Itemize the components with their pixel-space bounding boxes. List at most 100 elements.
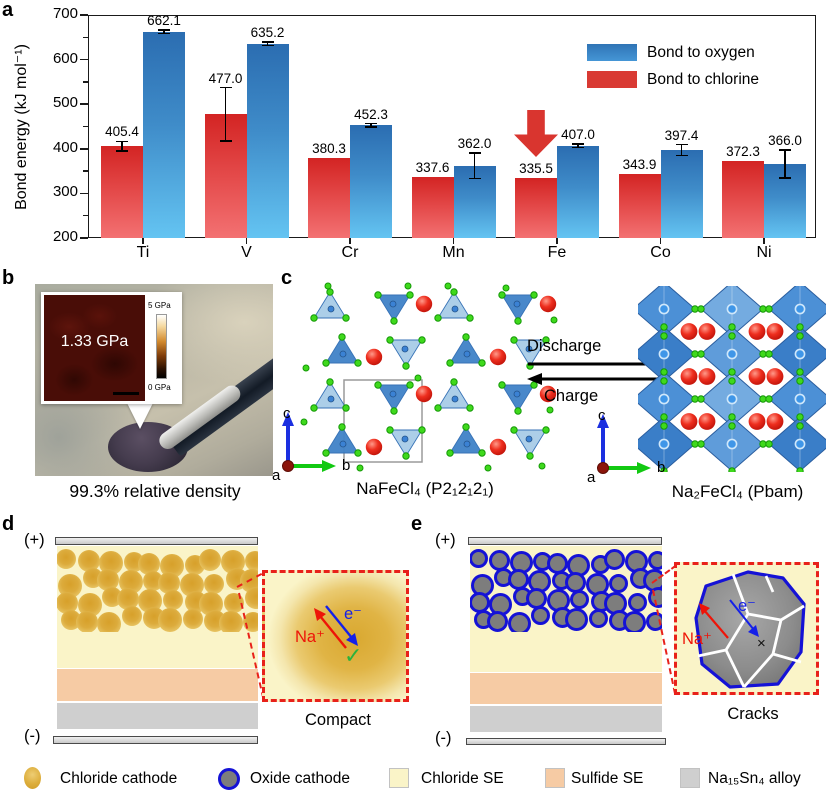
oxide-particle <box>470 549 488 568</box>
chloride-particle <box>163 590 183 610</box>
error-cap <box>675 143 688 146</box>
y-minor-tick <box>83 125 88 128</box>
error-cap <box>468 152 481 154</box>
legend-swatch-oxygen <box>587 44 637 61</box>
x-tick-label-Ni: Ni <box>756 244 772 261</box>
bar-oxygen-V <box>246 43 289 238</box>
charge-label: Charge <box>544 387 599 405</box>
oxide-particle <box>609 574 628 593</box>
error-bar <box>680 144 683 156</box>
panel-e-label: e <box>411 513 423 535</box>
bar-oxygen-Cr <box>350 125 392 238</box>
sulfide-se-layer-d <box>57 669 258 701</box>
bar-oxygen-Ti <box>143 31 185 238</box>
y-major-tick <box>80 192 88 195</box>
oxide-particle <box>507 612 531 632</box>
x-tick <box>245 238 248 244</box>
scale-bar <box>113 392 139 395</box>
nafecl4-caption: NaFeCl₄ (P2₁2₁2₁) <box>356 479 494 498</box>
error-bar <box>266 42 269 46</box>
oxide-particle <box>570 590 589 609</box>
colorbar-max-label: 5 GPa <box>148 301 171 310</box>
legend-label-chlorine: Bond to chlorine <box>647 71 760 88</box>
nafecl4-structure <box>300 282 558 472</box>
oxide-particle <box>487 611 508 632</box>
bar-oxygen-Co <box>660 149 703 238</box>
legend-label-oxygen: Bond to oxygen <box>647 44 755 61</box>
chloride-particle <box>218 611 243 632</box>
chloride-particle <box>57 549 76 569</box>
error-cap <box>116 140 128 143</box>
value-label: 343.9 <box>622 156 657 172</box>
axis-a-label-right: a <box>587 469 596 486</box>
chloride-particle <box>243 612 258 632</box>
x-tick <box>763 238 765 244</box>
bar-chlorine-Mn <box>411 176 454 238</box>
positive-electrode-label-e: (+) <box>435 531 456 549</box>
axis-indicator-right <box>597 414 651 474</box>
y-tick-label: 200 <box>52 228 78 245</box>
y-major-tick <box>80 147 88 150</box>
error-cap <box>572 143 584 145</box>
panel-d-label: d <box>2 513 15 535</box>
error-bar <box>163 30 165 34</box>
error-cap <box>219 86 232 89</box>
x-tick <box>556 238 558 244</box>
chloride-particle <box>97 569 120 591</box>
oxide-particle <box>622 611 646 632</box>
value-label: 362.0 <box>457 135 492 151</box>
na2fecl4-structure <box>638 286 826 472</box>
oxide-particle <box>531 606 550 625</box>
legend-alloy: Na₁₅Sn₄ alloy <box>708 770 801 787</box>
value-label: 335.5 <box>519 160 553 176</box>
chloride-particle <box>158 572 180 594</box>
y-major-tick <box>80 237 88 239</box>
error-cap <box>158 32 170 35</box>
error-cap <box>158 29 170 31</box>
error-bar <box>224 87 227 142</box>
legend-sulfide-se: Sulfide SE <box>571 770 644 787</box>
alloy-layer-d <box>57 703 258 729</box>
na-ion-label-e: Na⁺ <box>682 630 712 648</box>
legend-oxide-cathode: Oxide cathode <box>250 770 350 787</box>
panel-c-label: c <box>281 267 293 289</box>
discharge-label: Discharge <box>527 337 602 355</box>
chloride-particle <box>245 551 258 571</box>
current-collector-top-e <box>468 537 662 545</box>
error-cap <box>261 44 274 47</box>
y-tick-label: 600 <box>52 49 78 67</box>
error-cap <box>261 41 274 43</box>
value-label: 397.4 <box>664 127 699 143</box>
error-cap <box>675 154 688 157</box>
ion-flow-arrows-d <box>314 605 358 649</box>
bar-chlorine-Ti <box>101 146 143 238</box>
value-label: 366.0 <box>768 133 802 149</box>
error-cap <box>572 146 584 149</box>
positive-electrode-label-d: (+) <box>24 531 45 549</box>
chloride-particle <box>223 593 244 613</box>
current-collector-bottom-d <box>53 736 258 744</box>
chloride-cathode-swatch-icon <box>24 767 41 789</box>
bar-oxygen-Fe <box>557 145 599 238</box>
axis-b-label-left: b <box>342 457 351 474</box>
x-tick-label-Co: Co <box>650 244 671 261</box>
value-label: 405.4 <box>105 124 139 140</box>
error-bar <box>370 123 372 128</box>
chloride-particle <box>77 550 100 572</box>
axis-c-label-right: c <box>598 407 606 424</box>
bar-chlorine-Cr <box>308 157 350 238</box>
y-tick-label: 300 <box>52 183 78 201</box>
modulus-value: 1.33 GPa <box>60 333 129 350</box>
chloride-particle <box>75 611 98 632</box>
error-bar <box>121 141 123 152</box>
modulus-map-image: 1.33 GPa <box>44 295 145 401</box>
error-bar <box>577 143 579 148</box>
oxide-particle <box>646 612 662 631</box>
compact-caption: Compact <box>304 711 372 729</box>
value-label: 662.1 <box>147 13 181 29</box>
legend-chloride-se: Chloride SE <box>421 770 504 787</box>
current-collector-bottom-e <box>466 738 666 745</box>
y-minor-tick <box>83 36 88 39</box>
axis-a-label-left: a <box>272 467 281 484</box>
